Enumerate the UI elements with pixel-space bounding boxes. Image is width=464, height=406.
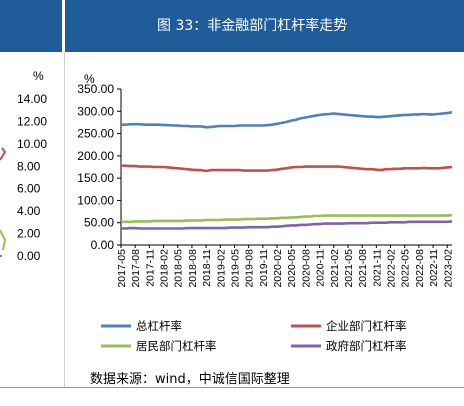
series-line-0: [121, 110, 453, 129]
left-red-line-fragment: [0, 147, 7, 161]
bottom-rule: [0, 387, 464, 388]
left-y-axis-ticks: 14.00 12.00 10.00 8.00 6.00 4.00 2.00 0.00: [17, 92, 47, 263]
x-tick-label: 2022-02: [386, 249, 398, 288]
x-tick-label: 2017-11: [144, 249, 156, 287]
y-tick-label: 0.00: [91, 238, 115, 252]
x-tick-label: 2019-11: [258, 249, 270, 287]
legend-label-1: 企业部门杠杆率: [326, 319, 407, 333]
left-y-unit: %: [33, 69, 44, 83]
figure-title: 图 33：非金融部门杠杆率走势: [157, 18, 348, 34]
y-tick-label: 100.00: [77, 193, 114, 207]
left-green-line-fragment: [0, 229, 7, 251]
data-source-note: 数据来源：wind，中诚信国际整理: [90, 372, 290, 387]
legend-label-0: 总杠杆率: [136, 319, 182, 333]
x-tick-label: 2017-08: [130, 249, 142, 288]
x-tick-label: 2018-11: [201, 249, 213, 287]
x-tick-label: 2021-08: [357, 249, 369, 288]
left-y-tick-label: 6.00: [17, 182, 41, 196]
x-tick-label: 2023-02: [442, 249, 454, 288]
main-chart: % 0.00 50.00 100.00 150.00 200.00 250.00 300.0…: [77, 72, 454, 353]
x-tick-label: 2020-05: [286, 249, 298, 288]
column-divider-line: [64, 52, 65, 387]
x-tick-label: 2018-08: [187, 249, 199, 288]
column-separator: [62, 0, 65, 370]
left-y-tick-label: 0.00: [17, 249, 41, 263]
x-tick-label: 2019-08: [244, 249, 256, 288]
series-line-3: [121, 220, 453, 230]
left-chart: % 14.00 12.00 10.00 8.00 6.00 4.00 2.00 0.00: [0, 69, 47, 263]
left-y-tick-label: 4.00: [17, 204, 41, 218]
x-tick-label: 2021-02: [329, 249, 341, 288]
legend-label-2: 居民部门杠杆率: [136, 339, 217, 353]
x-tick-label: 2019-02: [215, 249, 227, 288]
x-tick-label: 2022-11: [428, 249, 440, 287]
left-y-tick-label: 14.00: [17, 92, 47, 106]
series-line-2: [121, 213, 453, 224]
y-axis-ticks: 0.00 50.00 100.00 150.00 200.00 250.00 300.00 3…: [77, 82, 121, 252]
left-figure-header: [0, 0, 62, 52]
chart-canvas: % 14.00 12.00 10.00 8.00 6.00 4.00 2.00 0.00 % …: [0, 69, 454, 353]
legend-label-3: 政府部门杠杆率: [326, 339, 407, 353]
x-tick-label: 2020-02: [272, 249, 284, 288]
y-tick-label: 250.00: [77, 127, 114, 141]
x-tick-label: 2022-05: [400, 249, 412, 288]
y-tick-label: 50.00: [84, 216, 114, 230]
x-axis-ticks: 2017-05 2017-08 2017-11 2018-02 2018-05 2018-…: [116, 245, 454, 288]
figure-header: 图 33：非金融部门杠杆率走势: [65, 0, 464, 52]
left-y-tick-label: 10.00: [17, 137, 47, 151]
left-y-tick-label: 2.00: [17, 227, 41, 241]
y-tick-label: 350.00: [77, 82, 114, 96]
x-tick-label: 2017-05: [116, 249, 128, 288]
x-tick-label: 2019-05: [229, 249, 241, 288]
x-tick-label: 2022-08: [414, 249, 426, 288]
x-tick-label: 2018-05: [173, 249, 185, 288]
y-tick-label: 150.00: [77, 171, 114, 185]
y-tick-label: 200.00: [77, 149, 114, 163]
x-tick-label: 2021-11: [371, 249, 383, 287]
left-y-tick-label: 8.00: [17, 159, 41, 173]
x-tick-label: 2018-02: [159, 249, 171, 288]
y-tick-label: 300.00: [77, 104, 114, 118]
y-axis-unit: %: [84, 72, 95, 86]
left-y-tick-label: 12.00: [17, 114, 47, 128]
x-tick-label: 2020-08: [300, 249, 312, 288]
x-tick-label: 2020-11: [315, 249, 327, 287]
series-line-1: [121, 164, 453, 173]
series-lines: [121, 110, 453, 230]
x-tick-label: 2021-05: [343, 249, 355, 288]
